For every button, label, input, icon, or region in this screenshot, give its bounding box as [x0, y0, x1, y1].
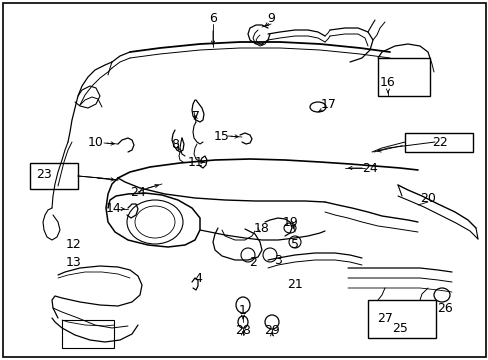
Text: 25: 25 — [391, 321, 407, 334]
Text: 1: 1 — [239, 303, 246, 316]
Text: 24: 24 — [362, 162, 377, 175]
Text: 28: 28 — [235, 324, 250, 337]
Text: 26: 26 — [436, 302, 452, 315]
Text: 23: 23 — [36, 168, 52, 181]
Bar — [367, 300, 435, 338]
Text: 13: 13 — [66, 256, 81, 269]
Text: 2: 2 — [248, 256, 256, 270]
Text: 18: 18 — [254, 221, 269, 234]
Text: 27: 27 — [376, 311, 392, 324]
Text: 21: 21 — [286, 279, 302, 292]
Text: 19: 19 — [283, 216, 298, 229]
Text: 24: 24 — [130, 185, 145, 198]
Text: 17: 17 — [321, 99, 336, 112]
Text: 9: 9 — [266, 12, 274, 24]
Text: 11: 11 — [188, 156, 203, 168]
Text: 16: 16 — [379, 76, 395, 89]
Bar — [30, 163, 78, 189]
Text: 29: 29 — [264, 324, 279, 337]
Text: 7: 7 — [192, 109, 200, 122]
Bar — [62, 320, 114, 348]
Text: 3: 3 — [273, 255, 282, 267]
Text: 12: 12 — [66, 238, 81, 251]
Text: 6: 6 — [209, 12, 217, 24]
Text: 22: 22 — [431, 135, 447, 148]
Bar — [404, 133, 472, 152]
Text: 15: 15 — [214, 130, 229, 143]
Text: 5: 5 — [290, 238, 298, 252]
Text: 8: 8 — [171, 139, 179, 152]
Text: 4: 4 — [194, 271, 202, 284]
Bar — [377, 58, 429, 96]
Text: 20: 20 — [419, 192, 435, 204]
Text: 10: 10 — [88, 136, 104, 149]
Text: 14: 14 — [106, 202, 122, 216]
